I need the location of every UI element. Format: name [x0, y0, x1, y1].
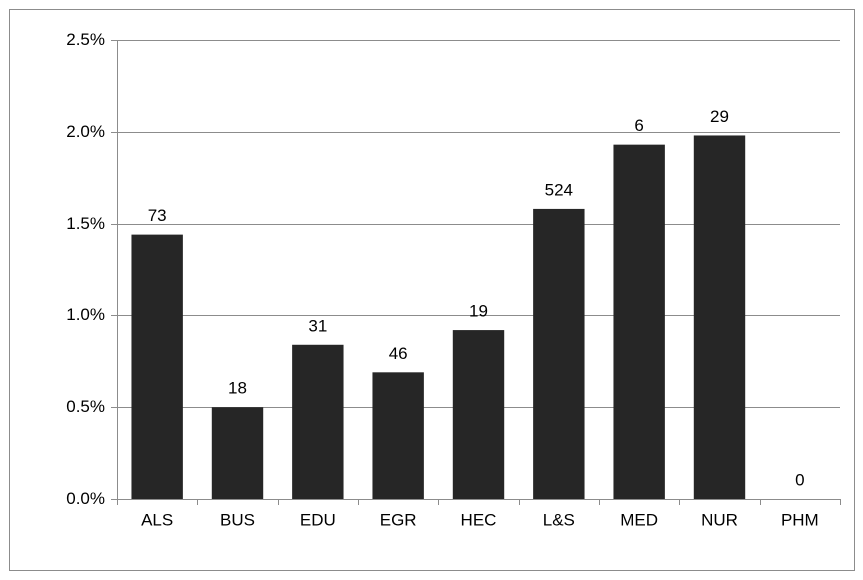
x-tick-label: BUS — [220, 510, 255, 529]
bar — [372, 372, 424, 499]
y-tick-label: 0.0% — [66, 489, 105, 508]
bar-count-label: 18 — [228, 379, 247, 398]
x-tick-label: MED — [620, 510, 658, 529]
bar-count-label: 19 — [469, 302, 488, 321]
bar-count-label: 29 — [710, 107, 729, 126]
x-tick-label: ALS — [141, 510, 173, 529]
x-tick-label: HEC — [461, 510, 497, 529]
bar — [292, 344, 344, 499]
bar-count-label: 6 — [634, 116, 643, 135]
x-tick-label: EDU — [300, 510, 336, 529]
bar — [452, 330, 505, 499]
y-tick-label: 2.0% — [66, 122, 105, 141]
x-tick-label: PHM — [781, 510, 819, 529]
bar — [613, 144, 665, 500]
bar-count-label: 73 — [148, 206, 167, 225]
y-tick-label: 1.5% — [66, 214, 105, 233]
bar-count-label: 524 — [545, 180, 573, 199]
x-tick-label: NUR — [701, 510, 738, 529]
x-tick-label: L&S — [543, 510, 575, 529]
y-tick-label: 2.5% — [66, 30, 105, 49]
bar — [131, 234, 183, 499]
bar-count-label: 0 — [795, 470, 804, 489]
bar — [693, 135, 746, 500]
y-tick-label: 1.0% — [66, 305, 105, 324]
bar — [533, 208, 585, 500]
bar-count-label: 31 — [308, 316, 327, 335]
bar-count-label: 46 — [389, 344, 408, 363]
x-tick-label: EGR — [380, 510, 417, 529]
bar — [211, 407, 264, 499]
y-tick-label: 0.5% — [66, 397, 105, 416]
